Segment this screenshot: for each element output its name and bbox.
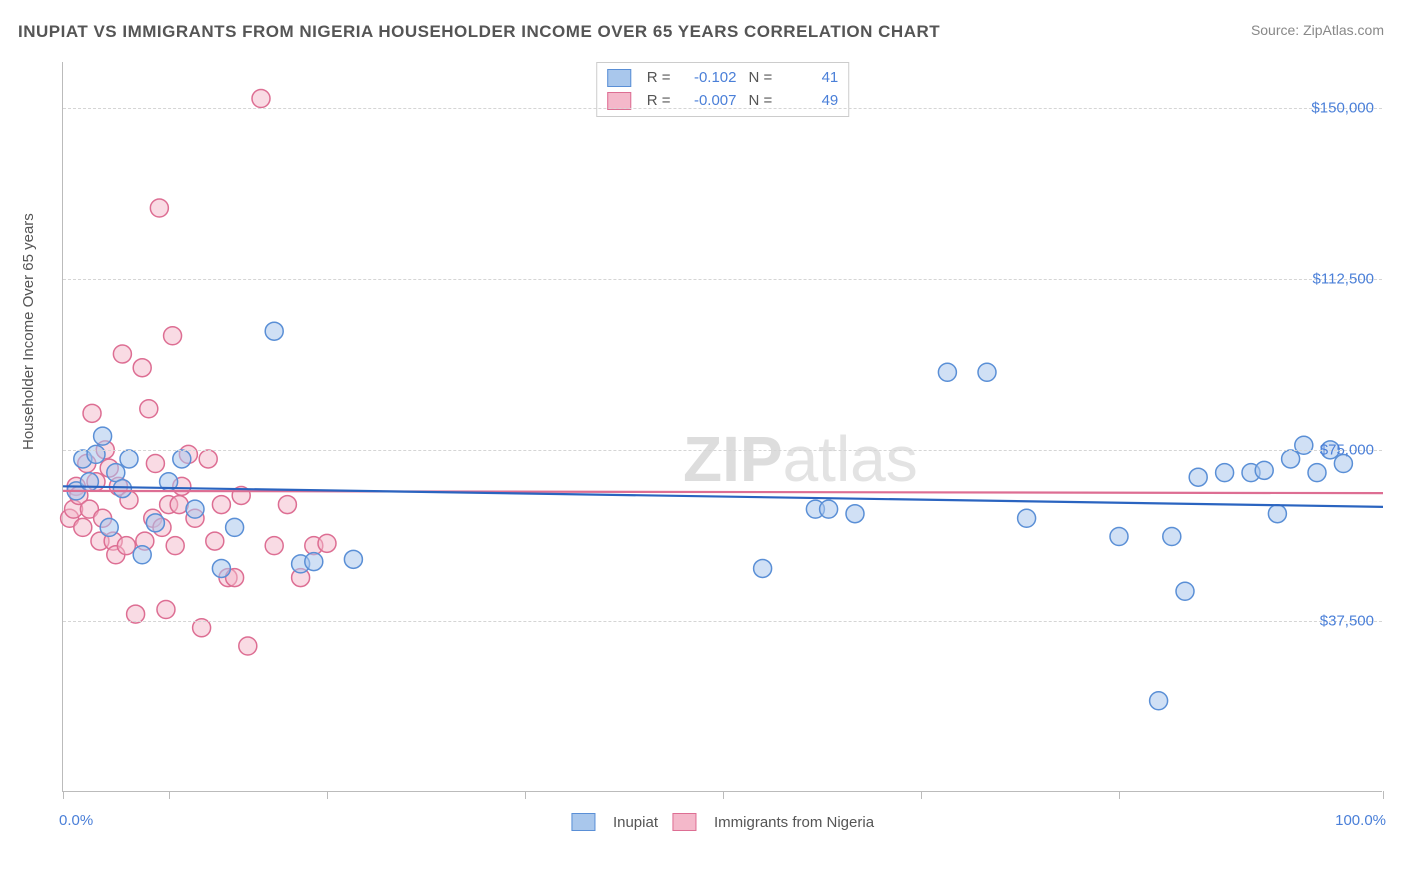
scatter-point xyxy=(206,532,224,550)
scatter-point xyxy=(1150,692,1168,710)
scatter-point xyxy=(150,199,168,217)
scatter-point xyxy=(754,559,772,577)
regression-line xyxy=(63,486,1383,507)
scatter-point xyxy=(146,514,164,532)
legend-bottom: Inupiat Immigrants from Nigeria xyxy=(571,813,874,831)
scatter-point xyxy=(113,480,131,498)
x-tick xyxy=(169,791,170,799)
regression-line xyxy=(63,491,1383,493)
scatter-point xyxy=(100,518,118,536)
scatter-point xyxy=(133,546,151,564)
scatter-point xyxy=(212,496,230,514)
scatter-point xyxy=(87,445,105,463)
x-tick xyxy=(1383,791,1384,799)
scatter-point xyxy=(120,450,138,468)
gridline xyxy=(63,621,1382,622)
scatter-point xyxy=(146,455,164,473)
plot-area: ZIPatlas R = -0.102 N = 41 R = -0.007 N … xyxy=(62,62,1382,792)
chart-container: INUPIAT VS IMMIGRANTS FROM NIGERIA HOUSE… xyxy=(0,0,1406,892)
scatter-point xyxy=(265,322,283,340)
scatter-point xyxy=(252,90,270,108)
scatter-point xyxy=(1295,436,1313,454)
scatter-point xyxy=(265,537,283,555)
gridline xyxy=(63,108,1382,109)
x-tick xyxy=(723,791,724,799)
scatter-point xyxy=(133,359,151,377)
x-tick xyxy=(63,791,64,799)
y-tick-label: $37,500 xyxy=(1320,612,1374,629)
swatch-inupiat-bottom xyxy=(571,813,595,831)
scatter-point xyxy=(1216,464,1234,482)
scatter-point xyxy=(1282,450,1300,468)
y-tick-label: $150,000 xyxy=(1311,99,1374,116)
scatter-point xyxy=(140,400,158,418)
scatter-point xyxy=(117,537,135,555)
source-attribution: Source: ZipAtlas.com xyxy=(1251,22,1384,38)
scatter-point xyxy=(199,450,217,468)
scatter-point xyxy=(239,637,257,655)
scatter-point xyxy=(1018,509,1036,527)
scatter-point xyxy=(1189,468,1207,486)
scatter-point xyxy=(83,404,101,422)
scatter-point xyxy=(173,450,191,468)
x-tick xyxy=(1119,791,1120,799)
scatter-point xyxy=(305,553,323,571)
legend-bottom-label-1: Inupiat xyxy=(613,814,658,831)
scatter-point xyxy=(113,345,131,363)
gridline xyxy=(63,279,1382,280)
scatter-point xyxy=(157,601,175,619)
x-tick xyxy=(327,791,328,799)
scatter-point xyxy=(80,473,98,491)
scatter-point xyxy=(318,534,336,552)
scatter-point xyxy=(186,500,204,518)
swatch-nigeria-bottom xyxy=(672,813,696,831)
scatter-point xyxy=(278,496,296,514)
scatter-point xyxy=(344,550,362,568)
scatter-point xyxy=(74,518,92,536)
scatter-point xyxy=(212,559,230,577)
y-tick-label: $75,000 xyxy=(1320,441,1374,458)
scatter-point xyxy=(226,518,244,536)
y-tick-label: $112,500 xyxy=(1313,270,1374,287)
gridline xyxy=(63,450,1382,451)
scatter-point xyxy=(1268,505,1286,523)
x-axis-label: 100.0% xyxy=(1335,812,1386,829)
scatter-point xyxy=(1110,528,1128,546)
scatter-point xyxy=(1176,582,1194,600)
x-tick xyxy=(921,791,922,799)
x-tick xyxy=(525,791,526,799)
scatter-point xyxy=(1308,464,1326,482)
scatter-point xyxy=(846,505,864,523)
y-axis-label: Householder Income Over 65 years xyxy=(20,213,37,450)
scatter-point xyxy=(1163,528,1181,546)
x-axis-label: 0.0% xyxy=(59,812,93,829)
legend-bottom-label-2: Immigrants from Nigeria xyxy=(714,814,874,831)
scatter-point xyxy=(164,327,182,345)
scatter-point xyxy=(938,363,956,381)
scatter-point xyxy=(978,363,996,381)
scatter-point xyxy=(1255,461,1273,479)
chart-title: INUPIAT VS IMMIGRANTS FROM NIGERIA HOUSE… xyxy=(18,22,940,42)
plot-svg xyxy=(63,62,1382,791)
scatter-point xyxy=(820,500,838,518)
scatter-point xyxy=(166,537,184,555)
scatter-point xyxy=(94,427,112,445)
